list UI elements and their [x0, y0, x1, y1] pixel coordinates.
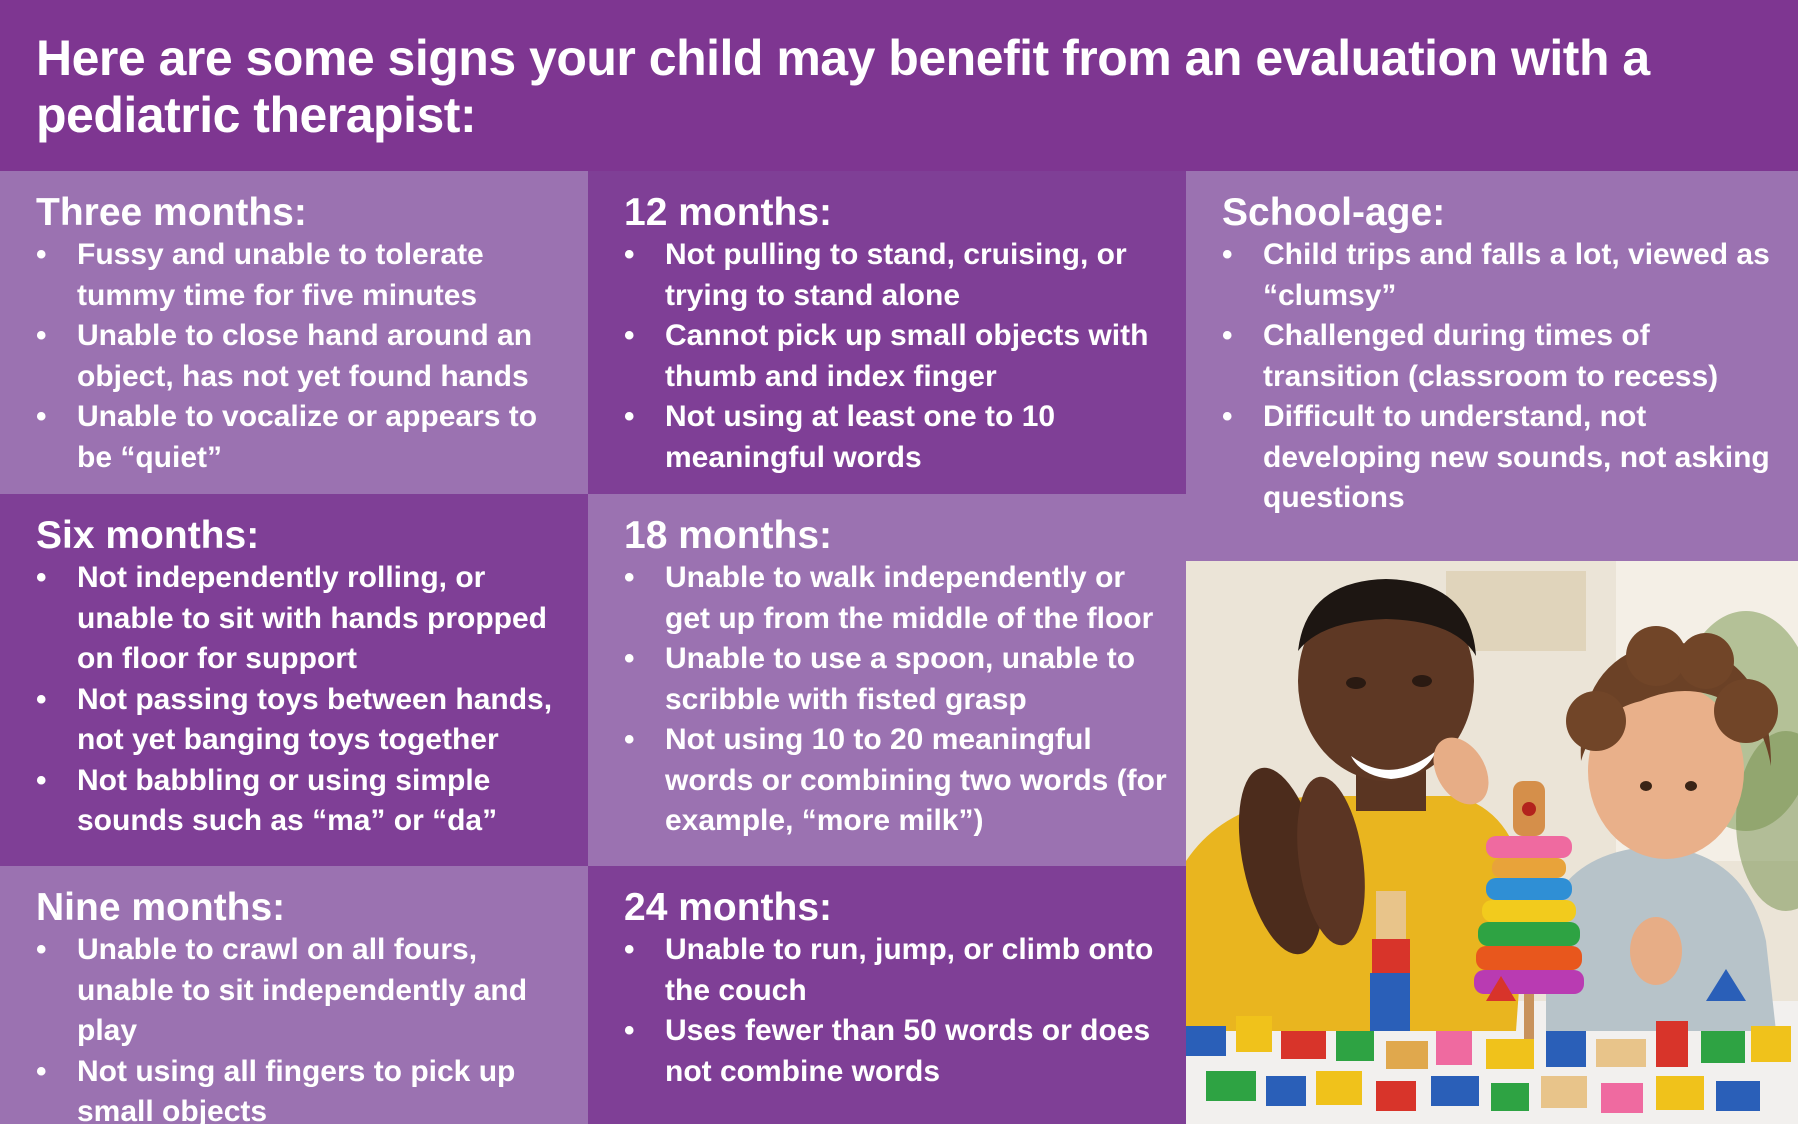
bullet: •: [1222, 400, 1233, 433]
list-item-text: Not using 10 to 20 meaningful words or c…: [665, 723, 1167, 837]
list-item-text: Unable to close hand around an object, h…: [77, 319, 533, 393]
list-item-text: Not babbling or using simple sounds such…: [77, 763, 498, 838]
list-item-text: Not using all fingers to pick up small o…: [77, 1054, 516, 1129]
section-title: Six months:: [36, 514, 260, 557]
list-item-text: Not pulling to stand, cruising, or tryin…: [665, 238, 1127, 312]
section-nine-months: Nine months: • Unable to crawl on all fou…: [0, 866, 588, 1128]
section-24-months: 24 months: • Unable to run, jump, or clim…: [588, 866, 1186, 1124]
sign-list: • Unable to walk independently or get up …: [588, 558, 1186, 842]
section-school-age: School-age: • Child trips and falls a lot…: [1186, 171, 1798, 561]
bullet: •: [36, 763, 47, 797]
list-item: • Unable to vocalize or appears to be “qu…: [36, 397, 578, 478]
list-item: • Unable to crawl on all fours, unable to…: [36, 930, 578, 1052]
bullet: •: [36, 933, 47, 966]
list-item-text: Unable to vocalize or appears to be “qui…: [77, 400, 538, 474]
list-item: • Fussy and unable to tolerate tummy time…: [36, 235, 578, 316]
section-title: 12 months:: [624, 191, 833, 234]
section-six-months: Six months: • Not independently rolling, …: [0, 494, 588, 866]
header-banner: Here are some signs your child may benef…: [0, 0, 1798, 171]
list-item: • Unable to run, jump, or climb onto the …: [624, 930, 1176, 1011]
list-item-text: Not passing toys between hands, not yet …: [77, 682, 553, 757]
bullet: •: [624, 642, 635, 675]
list-item-text: Uses fewer than 50 words or does not com…: [665, 1014, 1151, 1088]
list-item: • Not using at least one to 10 meaningful…: [624, 397, 1176, 478]
sign-list: • Unable to run, jump, or climb onto the …: [588, 930, 1186, 1092]
bullet: •: [624, 238, 635, 271]
bullet: •: [624, 561, 635, 594]
sign-list: • Not independently rolling, or unable to…: [0, 558, 588, 842]
bullet: •: [1222, 319, 1233, 352]
section-title: School-age:: [1222, 191, 1446, 234]
bullet: •: [624, 933, 635, 966]
section-title: 24 months:: [624, 886, 833, 929]
sign-list: • Child trips and falls a lot, viewed as …: [1186, 235, 1798, 519]
photo-parent-child-blocks: [1186, 561, 1798, 1124]
list-item: • Child trips and falls a lot, viewed as …: [1222, 235, 1788, 316]
section-12-months: 12 months: • Not pulling to stand, cruisi…: [588, 171, 1186, 494]
list-item: • Challenged during times of transition (…: [1222, 316, 1788, 397]
bullet: •: [36, 238, 47, 271]
bullet: •: [36, 561, 47, 594]
list-item-text: Cannot pick up small objects with thumb …: [665, 319, 1149, 393]
list-item: • Not using 10 to 20 meaningful words or …: [624, 720, 1176, 842]
section-18-months: 18 months: • Unable to walk independently…: [588, 494, 1186, 866]
bullet: •: [624, 1014, 635, 1047]
section-title: Three months:: [36, 191, 307, 234]
list-item: • Not independently rolling, or unable to…: [36, 558, 578, 680]
sign-list: • Not pulling to stand, cruising, or tryi…: [588, 235, 1186, 478]
list-item-text: Unable to run, jump, or climb onto the c…: [665, 933, 1154, 1007]
list-item-text: Child trips and falls a lot, viewed as “…: [1263, 238, 1770, 312]
bullet: •: [36, 1054, 47, 1088]
list-item: • Cannot pick up small objects with thumb…: [624, 316, 1176, 397]
section-three-months: Three months: • Fussy and unable to toler…: [0, 171, 588, 494]
list-item: • Unable to use a spoon, unable to scribb…: [624, 639, 1176, 720]
bullet: •: [624, 400, 635, 433]
sign-list: • Unable to crawl on all fours, unable to…: [0, 930, 588, 1133]
list-item: • Difficult to understand, not developing…: [1222, 397, 1788, 519]
list-item-text: Not using at least one to 10 meaningful …: [665, 400, 1056, 474]
list-item-text: Difficult to understand, not developing …: [1263, 400, 1770, 514]
list-item: • Not pulling to stand, cruising, or tryi…: [624, 235, 1176, 316]
list-item: • Not babbling or using simple sounds suc…: [36, 761, 578, 842]
bullet: •: [624, 723, 635, 756]
bullet: •: [36, 682, 47, 716]
list-item: • Not using all fingers to pick up small …: [36, 1052, 578, 1133]
list-item: • Unable to walk independently or get up …: [624, 558, 1176, 639]
list-item: • Uses fewer than 50 words or does not co…: [624, 1011, 1176, 1092]
bullet: •: [36, 400, 47, 433]
bullet: •: [1222, 238, 1233, 271]
list-item-text: Fussy and unable to tolerate tummy time …: [77, 238, 484, 312]
bullet: •: [624, 319, 635, 352]
list-item-text: Challenged during times of transition (c…: [1263, 319, 1719, 393]
list-item-text: Unable to crawl on all fours, unable to …: [77, 933, 528, 1047]
list-item-text: Not independently rolling, or unable to …: [77, 561, 547, 675]
section-title: 18 months:: [624, 514, 833, 557]
list-item: • Not passing toys between hands, not yet…: [36, 680, 578, 761]
bullet: •: [36, 319, 47, 352]
page-title: Here are some signs your child may benef…: [36, 30, 1650, 143]
list-item-text: Unable to use a spoon, unable to scribbl…: [665, 642, 1136, 716]
list-item-text: Unable to walk independently or get up f…: [665, 561, 1154, 635]
photo-illustration: [1186, 561, 1798, 1124]
section-title: Nine months:: [36, 886, 286, 929]
sign-list: • Fussy and unable to tolerate tummy time…: [0, 235, 588, 478]
list-item: • Unable to close hand around an object, …: [36, 316, 578, 397]
